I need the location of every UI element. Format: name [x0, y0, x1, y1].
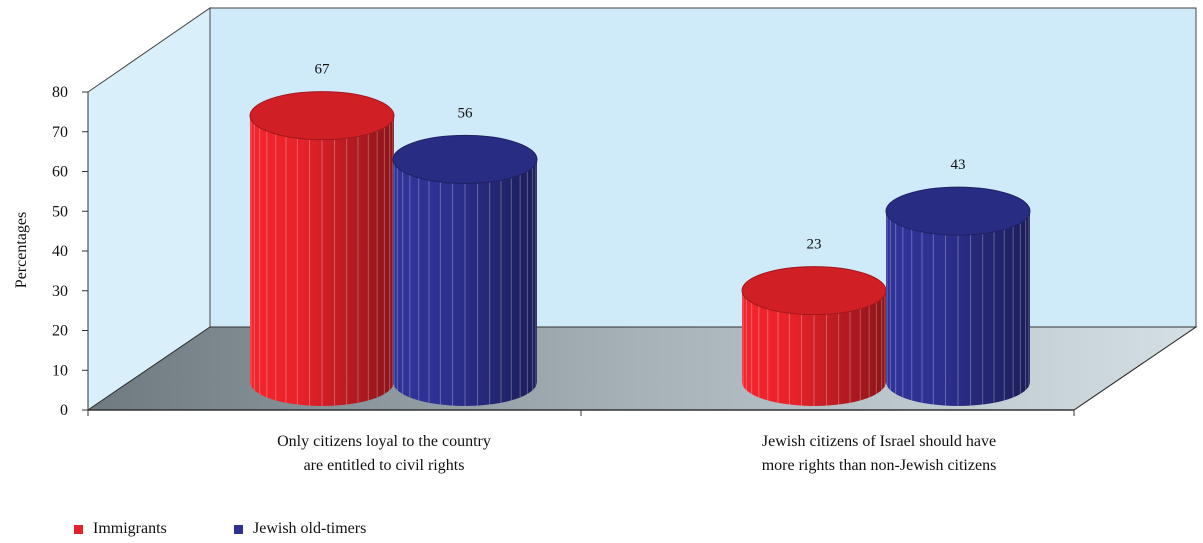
y-tick-label: 10	[52, 362, 68, 379]
legend-item: Jewish old-timers	[234, 520, 366, 538]
legend-item: Immigrants	[74, 520, 234, 538]
y-tick-label: 80	[52, 84, 68, 101]
legend-label: Jewish old-timers	[253, 520, 367, 537]
y-tick-label: 30	[52, 283, 68, 300]
y-axis-title: Percentages	[13, 212, 30, 288]
y-tick-label: 40	[52, 243, 68, 260]
category-label: Only citizens loyal to the country are en…	[277, 433, 491, 474]
data-label: 23	[807, 237, 822, 253]
data-label: 43	[951, 157, 966, 173]
legend-label: Immigrants	[93, 520, 167, 537]
category-label: Jewish citizens of Israel should have mor…	[762, 433, 997, 474]
floor-right-edge	[1073, 326, 1197, 411]
data-label: 56	[458, 105, 474, 121]
bar	[741, 266, 887, 406]
y-tick-label: 0	[60, 402, 68, 419]
y-tick-label: 70	[52, 124, 68, 141]
bar	[249, 91, 395, 407]
bar	[392, 134, 538, 406]
data-label: 67	[315, 62, 331, 78]
y-tick-label: 50	[52, 203, 68, 220]
bar	[885, 186, 1031, 406]
legend-swatch	[74, 524, 83, 534]
legend-swatch	[234, 524, 243, 534]
y-tick-label: 60	[52, 164, 68, 181]
legend: Immigrants Jewish old-timers	[74, 520, 366, 538]
y-tick-label: 20	[52, 323, 68, 340]
